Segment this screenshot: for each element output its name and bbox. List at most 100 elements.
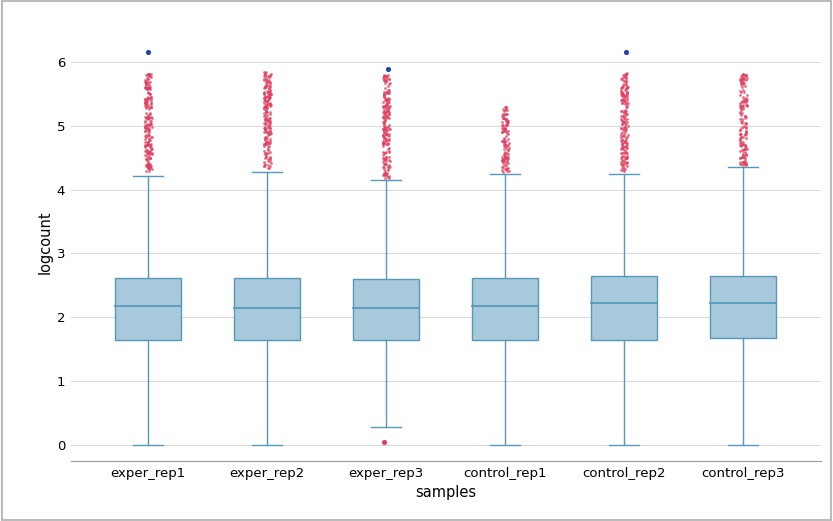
- Point: [257, 98, 271, 107]
- Point: [139, 123, 152, 131]
- Point: [376, 137, 389, 145]
- Point: [614, 123, 627, 132]
- Point: [262, 142, 276, 150]
- Point: [616, 158, 630, 167]
- Point: [377, 124, 391, 132]
- Point: [139, 97, 152, 105]
- Point: [262, 139, 276, 147]
- Point: [736, 76, 750, 84]
- Point: [380, 77, 393, 85]
- Point: [736, 148, 750, 157]
- Point: [502, 139, 516, 147]
- Point: [379, 170, 392, 178]
- Point: [142, 114, 155, 122]
- Point: [736, 79, 750, 88]
- Point: [142, 148, 156, 157]
- Point: [735, 78, 748, 86]
- Point: [620, 99, 633, 107]
- Point: [380, 126, 393, 134]
- Point: [620, 81, 633, 89]
- Point: [260, 126, 273, 134]
- Point: [379, 153, 392, 162]
- Point: [380, 72, 393, 80]
- Point: [260, 120, 273, 128]
- Point: [738, 71, 751, 79]
- Point: [258, 115, 272, 123]
- Point: [614, 90, 627, 98]
- Point: [496, 118, 509, 126]
- Point: [144, 148, 157, 156]
- Point: [138, 122, 152, 131]
- Point: [258, 83, 272, 91]
- Point: [378, 125, 392, 133]
- Point: [138, 117, 152, 126]
- Point: [499, 142, 512, 150]
- Point: [736, 83, 749, 91]
- Point: [382, 148, 396, 156]
- Point: [139, 98, 152, 106]
- Point: [739, 71, 752, 79]
- Point: [621, 84, 634, 93]
- Point: [736, 157, 750, 166]
- Point: [498, 107, 511, 116]
- Point: [497, 140, 511, 148]
- Point: [142, 71, 155, 80]
- Point: [497, 142, 511, 151]
- Point: [501, 153, 514, 161]
- Point: [377, 103, 390, 111]
- Point: [618, 149, 631, 157]
- Point: [259, 118, 272, 126]
- Point: [379, 153, 392, 162]
- Point: [735, 97, 748, 106]
- Point: [141, 147, 154, 156]
- Point: [616, 98, 629, 107]
- Point: [142, 126, 156, 134]
- Point: [499, 115, 512, 123]
- Point: [381, 96, 394, 104]
- Point: [500, 167, 513, 175]
- Point: [618, 96, 631, 104]
- Point: [498, 154, 511, 162]
- Point: [736, 102, 749, 110]
- Point: [381, 107, 394, 116]
- Point: [618, 120, 631, 128]
- Point: [141, 73, 154, 82]
- Point: [141, 146, 154, 154]
- Point: [257, 104, 271, 113]
- Point: [615, 107, 628, 115]
- Point: [617, 148, 631, 156]
- Point: [377, 91, 391, 99]
- Point: [621, 158, 634, 167]
- Point: [379, 79, 392, 88]
- Point: [258, 134, 272, 143]
- Point: [380, 105, 393, 113]
- Point: [496, 137, 509, 145]
- Point: [377, 122, 391, 130]
- Point: [258, 69, 272, 77]
- Point: [376, 131, 389, 140]
- Point: [257, 89, 271, 97]
- Point: [502, 144, 516, 152]
- Point: [143, 90, 157, 98]
- Point: [736, 79, 750, 87]
- Point: [614, 134, 627, 143]
- Point: [377, 76, 391, 84]
- Point: [382, 172, 396, 180]
- Point: [257, 123, 271, 132]
- Point: [736, 69, 750, 78]
- Point: [501, 145, 515, 154]
- Point: [144, 93, 157, 101]
- Point: [620, 126, 633, 134]
- Point: [620, 152, 633, 160]
- Point: [616, 153, 629, 162]
- Point: [740, 102, 753, 110]
- Point: [377, 155, 391, 164]
- Point: [260, 101, 273, 109]
- Point: [378, 120, 392, 128]
- Point: [379, 123, 392, 131]
- Point: [380, 135, 393, 143]
- Point: [735, 75, 748, 83]
- Point: [736, 86, 750, 94]
- Point: [142, 163, 155, 171]
- Point: [262, 122, 275, 130]
